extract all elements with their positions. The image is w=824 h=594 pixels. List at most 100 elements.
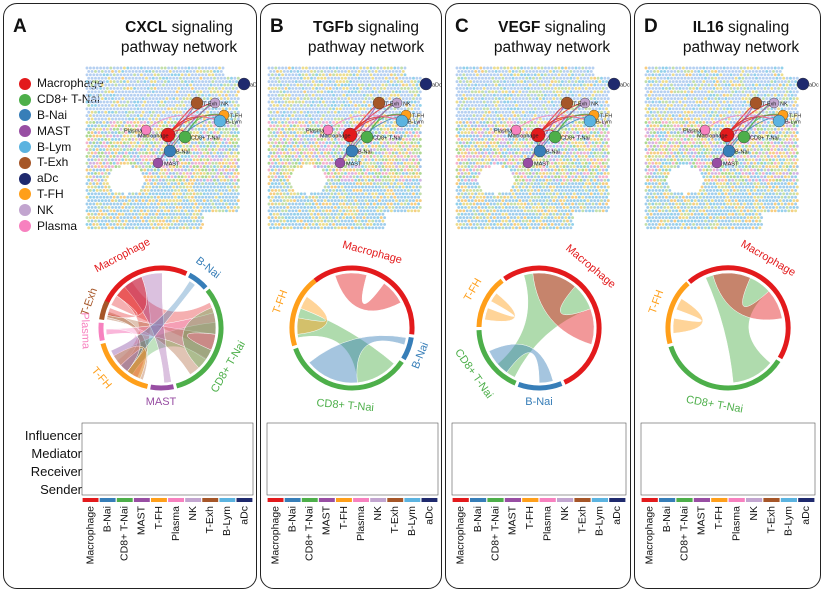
tissue-spot — [111, 76, 114, 80]
tissue-spot — [455, 73, 459, 77]
tissue-spot — [107, 103, 111, 107]
tissue-spot — [306, 117, 310, 121]
tissue-spot — [168, 110, 172, 114]
column-color-bar — [301, 498, 318, 502]
tissue-spot — [87, 165, 91, 169]
tissue-spot — [128, 226, 131, 230]
tissue-spot — [462, 80, 466, 84]
tissue-spot — [364, 205, 368, 209]
tissue-spot — [88, 195, 92, 199]
tissue-spot — [284, 154, 288, 158]
tissue-spot — [126, 66, 130, 70]
tissue-spot — [87, 76, 91, 80]
tissue-spot — [104, 205, 108, 209]
tissue-spot — [338, 73, 342, 77]
tissue-spot — [284, 148, 288, 152]
tissue-spot — [552, 103, 556, 107]
tissue-spot — [153, 66, 157, 70]
tissue-spot — [107, 144, 111, 148]
tissue-spot — [549, 97, 552, 101]
tissue-spot — [378, 137, 381, 141]
tissue-spot — [549, 103, 552, 107]
tissue-spot — [162, 124, 165, 128]
tissue-spot — [233, 97, 237, 101]
tissue-spot — [267, 73, 271, 77]
tissue-spot — [165, 110, 169, 114]
tissue-spot — [94, 165, 97, 169]
tissue-spot — [371, 144, 375, 148]
tissue-spot — [526, 73, 530, 77]
tissue-spot — [408, 185, 412, 189]
tissue-spot — [304, 141, 308, 145]
tissue-spot — [104, 69, 108, 73]
tissue-spot — [384, 171, 388, 175]
tissue-spot — [366, 107, 370, 111]
tissue-spot — [338, 114, 342, 118]
tissue-spot — [109, 114, 113, 118]
network-node-adc — [419, 77, 433, 91]
tissue-spot — [508, 103, 512, 107]
tissue-spot — [503, 73, 507, 77]
tissue-spot — [321, 100, 325, 104]
tissue-spot — [321, 154, 325, 158]
tissue-spot — [405, 131, 409, 135]
tissue-spot — [584, 66, 588, 70]
tissue-spot — [146, 202, 150, 206]
tissue-spot — [269, 137, 273, 141]
tissue-spot — [95, 73, 99, 77]
tissue-spot — [417, 175, 421, 179]
tissue-spot — [303, 124, 307, 128]
tissue-spot — [116, 100, 120, 104]
tissue-spot — [153, 134, 157, 138]
tissue-spot — [206, 151, 210, 155]
tissue-spot — [369, 93, 373, 97]
tissue-spot — [332, 154, 336, 158]
tissue-spot — [146, 216, 150, 220]
tissue-spot — [386, 182, 390, 186]
tissue-spot — [384, 165, 388, 169]
tissue-spot — [109, 127, 113, 131]
tissue-spot — [102, 73, 106, 77]
tissue-spot — [294, 216, 298, 220]
tissue-spot — [413, 93, 417, 97]
tissue-spot — [97, 124, 101, 128]
tissue-spot — [224, 100, 228, 104]
tissue-spot — [145, 219, 148, 223]
tissue-spot — [328, 120, 332, 124]
tissue-spot — [469, 93, 473, 97]
tissue-spot — [342, 127, 346, 131]
tissue-spot — [299, 199, 303, 203]
tissue-spot — [272, 171, 276, 175]
tissue-spot — [90, 199, 94, 203]
tissue-spot — [207, 80, 211, 84]
tissue-spot — [182, 158, 186, 162]
tissue-spot — [418, 131, 422, 135]
column-color-bar — [387, 498, 404, 502]
tissue-spot — [311, 100, 315, 104]
legend-item: B-Lym — [19, 139, 104, 155]
heatmap-column-label: B-Lym — [221, 506, 233, 536]
tissue-spot — [532, 83, 535, 87]
tissue-spot — [287, 195, 291, 199]
tissue-spot — [214, 93, 218, 97]
tissue-spot — [105, 195, 109, 199]
tissue-spot — [199, 144, 203, 148]
tissue-spot — [376, 168, 380, 172]
tissue-spot — [388, 171, 392, 175]
tissue-spot — [323, 219, 327, 223]
tissue-spot — [501, 103, 505, 107]
title-line2: pathway network — [307, 39, 425, 56]
tissue-spot — [333, 76, 337, 80]
tissue-spot — [122, 222, 126, 226]
tissue-spot — [350, 178, 354, 182]
tissue-spot — [393, 182, 397, 186]
tissue-spot — [277, 154, 281, 158]
tissue-spot — [270, 100, 274, 104]
tissue-spot — [143, 209, 147, 213]
tissue-spot — [213, 158, 216, 162]
tissue-spot — [591, 93, 595, 97]
tissue-spot — [328, 73, 332, 77]
tissue-spot — [201, 195, 205, 199]
tissue-spot — [400, 148, 404, 152]
